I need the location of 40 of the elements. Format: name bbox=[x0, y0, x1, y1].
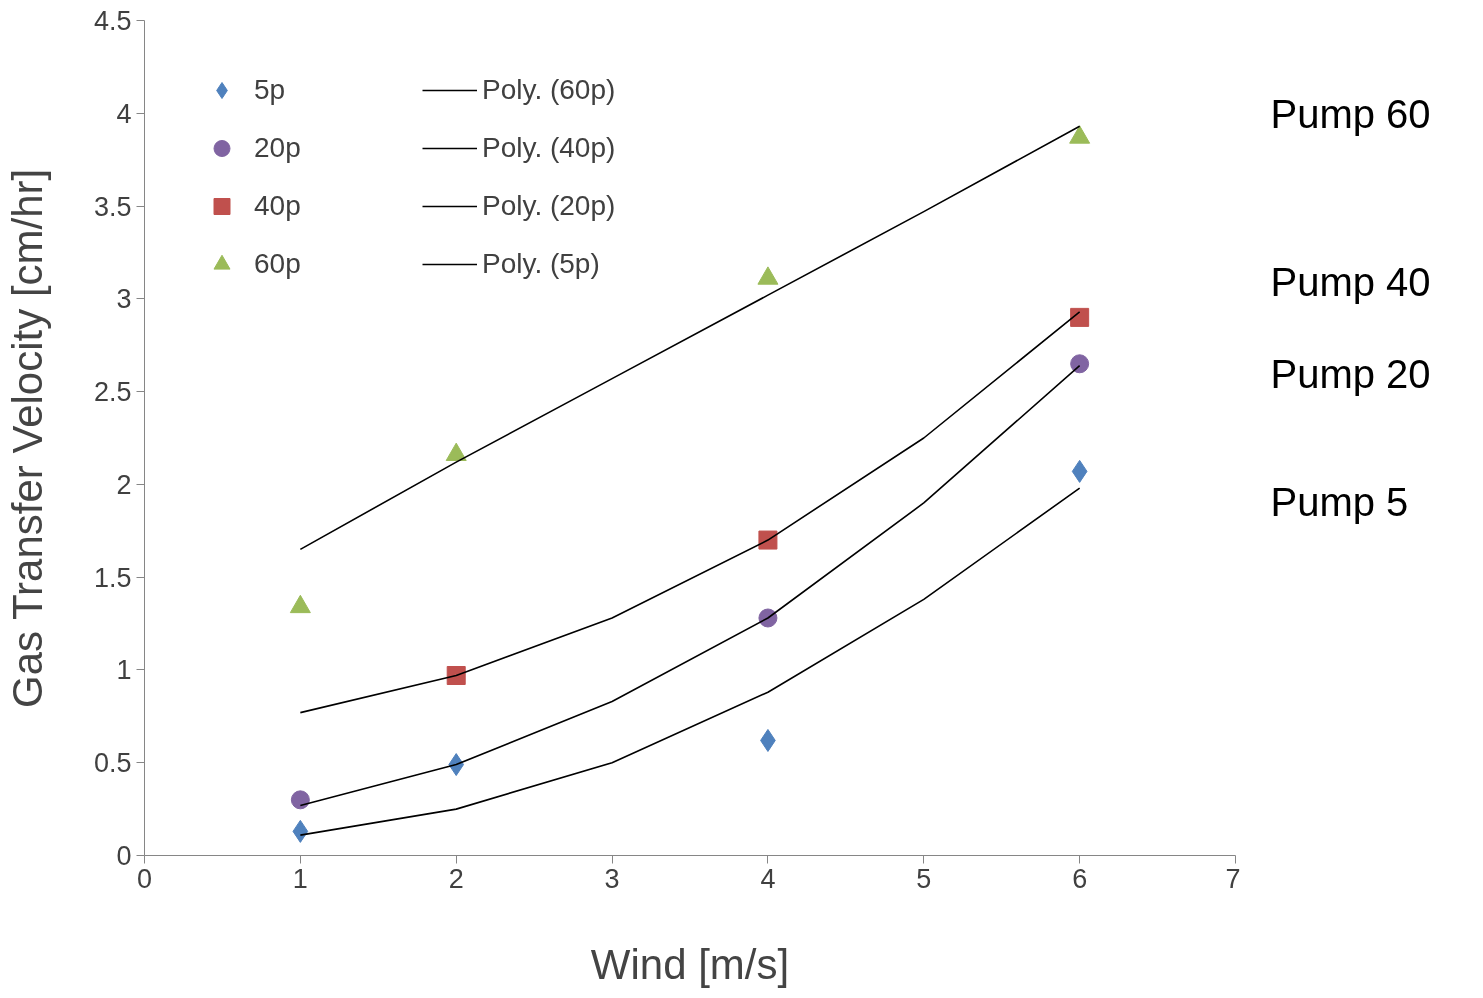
point bbox=[290, 790, 310, 810]
y-axis-title: Gas Transfer Velocity [cm/hr] bbox=[3, 168, 51, 708]
x-tick-label: 2 bbox=[448, 863, 464, 894]
y-tick-label: 3 bbox=[116, 284, 132, 315]
y-tick-label: 3.5 bbox=[93, 191, 132, 222]
text: Pump 20 bbox=[1270, 351, 1431, 396]
point bbox=[1069, 125, 1091, 144]
legend-label: Poly. (20p) bbox=[482, 190, 617, 222]
text: Pump 5 bbox=[1270, 480, 1409, 525]
text: Pump 40 bbox=[1270, 259, 1431, 304]
y-tick-label: 4.5 bbox=[93, 6, 132, 36]
y-tick-label: 4 bbox=[116, 98, 132, 129]
x-tick-label: 3 bbox=[604, 863, 620, 894]
y-tick-label: 2.5 bbox=[93, 377, 132, 408]
x-tick-label: 1 bbox=[292, 863, 308, 894]
x-axis-title: Wind [m/s] bbox=[590, 940, 790, 988]
point bbox=[757, 266, 779, 285]
point bbox=[292, 819, 309, 843]
legend-label: 5p bbox=[254, 74, 287, 106]
y-tick-label: 1.5 bbox=[93, 562, 132, 593]
y-tick-label: 0.5 bbox=[93, 748, 132, 779]
legend-label: Poly. (40p) bbox=[482, 132, 617, 164]
legend-label: 20p bbox=[254, 132, 302, 164]
legend-label: 40p bbox=[254, 190, 302, 222]
y-tick-label: 0 bbox=[116, 841, 132, 871]
text: Pump 60 bbox=[1270, 92, 1431, 137]
legend-label: Poly. (60p) bbox=[482, 74, 617, 106]
x-tick-label: 0 bbox=[136, 863, 153, 894]
point bbox=[1070, 354, 1090, 374]
point bbox=[1071, 459, 1088, 483]
legend-label: 60p bbox=[254, 248, 302, 280]
legend-label: Poly. (5p) bbox=[482, 248, 601, 280]
point bbox=[446, 666, 466, 686]
x-tick-label: 5 bbox=[916, 863, 932, 894]
y-tick-label: 1 bbox=[116, 655, 132, 686]
x-tick-label: 6 bbox=[1072, 863, 1088, 894]
x-tick-label: 7 bbox=[1225, 863, 1241, 894]
point bbox=[1070, 307, 1090, 327]
y-tick-label: 2 bbox=[116, 469, 132, 500]
x-tick-label: 4 bbox=[760, 863, 776, 894]
